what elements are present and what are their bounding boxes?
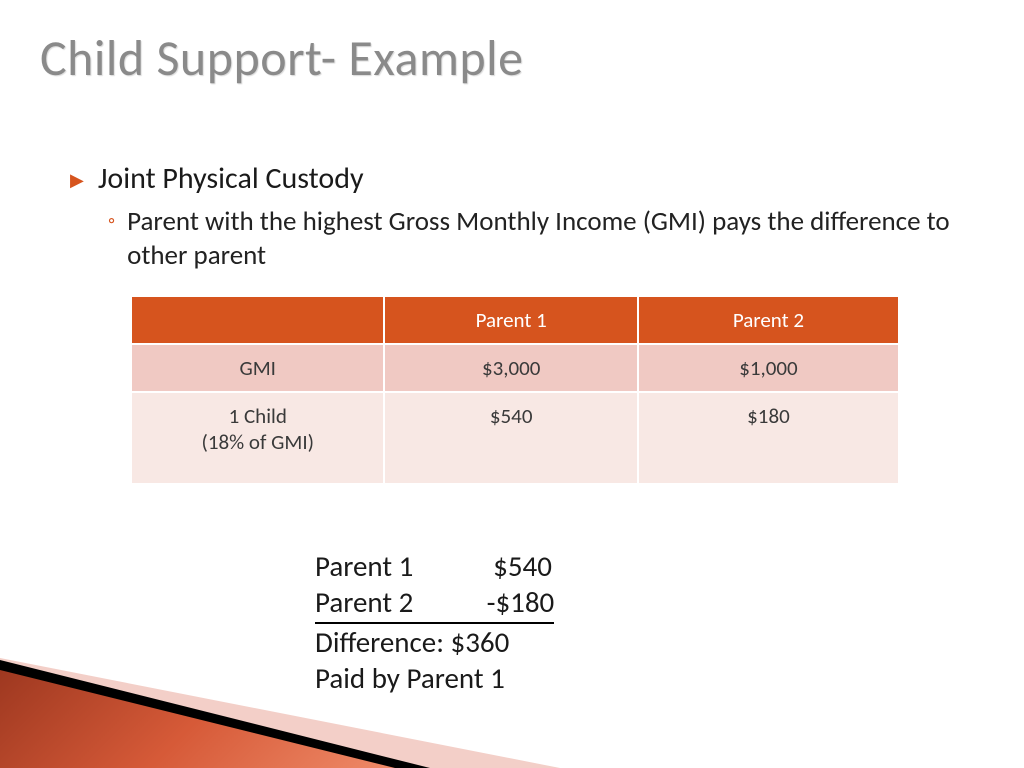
row2-label-text: 1 Child(18% of GMI) xyxy=(201,403,314,455)
row1-p2: $1,000 xyxy=(639,345,898,391)
bullet-main: ▶ Joint Physical Custody xyxy=(70,160,964,197)
col-parent2: Parent 2 xyxy=(639,297,898,343)
calc-l2-val: -$180 xyxy=(487,584,555,620)
row2-p2: $180 xyxy=(639,393,898,483)
table-header-row: Parent 1 Parent 2 xyxy=(132,297,898,343)
row1-label: GMI xyxy=(132,345,383,391)
content-area: ▶ Joint Physical Custody ◦ Parent with t… xyxy=(70,160,964,485)
calc-line-3: Difference: $360 xyxy=(315,624,554,660)
col-parent1: Parent 1 xyxy=(385,297,636,343)
bullet-sub: ◦ Parent with the highest Gross Monthly … xyxy=(108,205,964,273)
row2-label: 1 Child(18% of GMI) xyxy=(132,393,383,483)
calc-line-1: Parent 1 $540 xyxy=(315,548,554,584)
col-blank xyxy=(132,297,383,343)
calc-l1-label: Parent 1 xyxy=(315,548,480,584)
calc-l2-label: Parent 2 xyxy=(315,584,480,620)
row1-p1: $3,000 xyxy=(385,345,636,391)
slide-title: Child Support- Example xyxy=(40,28,524,89)
sub-bullet-icon: ◦ xyxy=(108,209,115,234)
calc-line-2: Parent 2 -$180 xyxy=(315,584,554,623)
table-row: GMI $3,000 $1,000 xyxy=(132,345,898,391)
support-table: Parent 1 Parent 2 GMI $3,000 $1,000 1 Ch… xyxy=(130,295,900,485)
bullet-sub-text: Parent with the highest Gross Monthly In… xyxy=(127,205,964,273)
calc-l1-val-text: $540 xyxy=(493,548,552,584)
calc-l1-val: $540 xyxy=(487,548,552,584)
table-container: Parent 1 Parent 2 GMI $3,000 $1,000 1 Ch… xyxy=(130,295,900,485)
row2-p1: $540 xyxy=(385,393,636,483)
bullet-arrow-icon: ▶ xyxy=(70,169,84,191)
table-row: 1 Child(18% of GMI) $540 $180 xyxy=(132,393,898,483)
bullet-main-text: Joint Physical Custody xyxy=(98,160,364,197)
